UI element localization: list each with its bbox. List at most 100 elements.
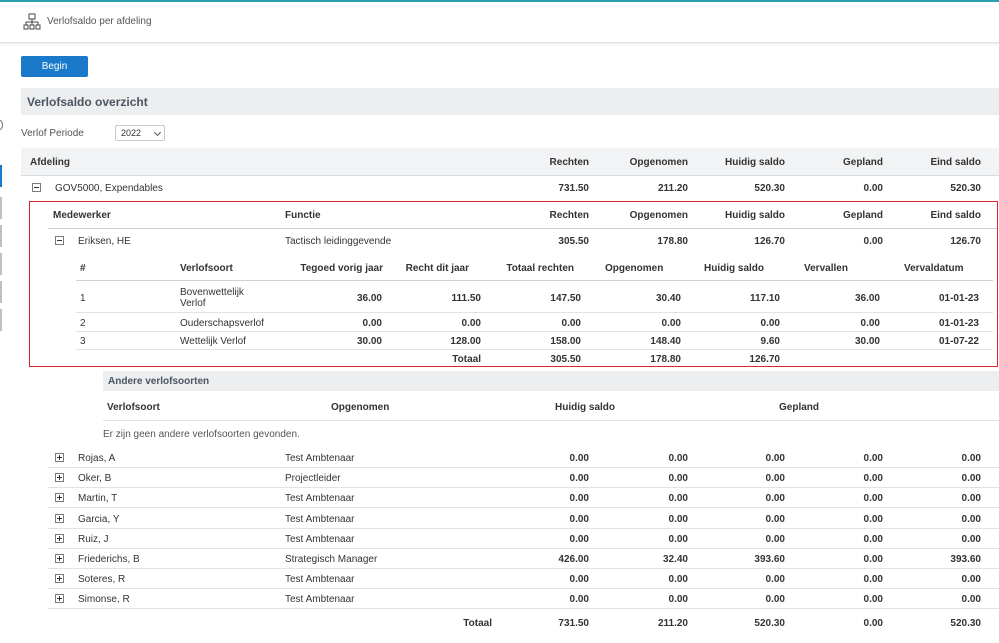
employee-huidig: 0.00 — [765, 533, 785, 545]
detail-huidig: 0.00 — [760, 318, 780, 329]
detail-nr: 3 — [80, 336, 86, 347]
divider — [48, 608, 999, 610]
expand-toggle-icon[interactable] — [55, 493, 64, 503]
employee-gepland: 0.00 — [863, 554, 883, 565]
emp-col-gepland: Gepland — [842, 210, 883, 221]
employee-rechten: 0.00 — [569, 493, 589, 505]
detail-tegoed: 0.00 — [362, 318, 382, 329]
rail-segment[interactable] — [0, 281, 2, 303]
employee-rechten: 0.00 — [569, 594, 589, 606]
employee-name[interactable]: Garcia, Y — [78, 513, 120, 525]
detail-opgenomen: 30.40 — [655, 293, 681, 304]
employee-name[interactable]: Simonse, R — [78, 594, 130, 606]
employee-name[interactable]: Soteres, R — [78, 574, 126, 586]
periode-select[interactable]: 2022 — [115, 125, 165, 141]
detail-total-opgenomen: 178.80 — [650, 354, 681, 365]
employee-functie: Strategisch Manager — [285, 554, 378, 565]
detail-totaal: 147.50 — [550, 293, 581, 304]
detail-vervallen: 30.00 — [854, 336, 880, 347]
main-table-header — [21, 148, 999, 176]
rail-segment[interactable] — [0, 225, 2, 247]
employee-name[interactable]: Rojas, A — [78, 453, 116, 464]
divider — [48, 228, 997, 229]
col-eind-saldo: Eind saldo — [930, 157, 981, 168]
andere-col-verlofsoort: Verlofsoort — [107, 402, 160, 413]
employee-gepland: 0.00 — [863, 493, 883, 505]
employee-functie: Test Ambtenaar — [285, 594, 355, 606]
col-huidig-saldo: Huidig saldo — [725, 157, 785, 168]
andere-empty-message: Er zijn geen andere verlofsoorten gevond… — [103, 429, 300, 440]
page-header: Verlofsaldo per afdeling — [0, 2, 999, 43]
header-shadow — [0, 43, 999, 46]
detail-opgenomen: 0.00 — [661, 318, 681, 329]
divider — [48, 527, 999, 529]
periode-label: Verlof Periode — [21, 128, 84, 139]
employee-huidig: 0.00 — [765, 594, 785, 606]
detail-totaal: 0.00 — [561, 318, 581, 329]
detail-tegoed: 30.00 — [356, 336, 382, 347]
employee-eind: 0.00 — [961, 493, 981, 505]
expand-toggle-icon[interactable] — [55, 594, 64, 604]
employee-huidig: 0.00 — [765, 453, 785, 464]
dept-gepland: 0.00 — [863, 183, 883, 194]
emp-col-opgenomen: Opgenomen — [629, 210, 688, 221]
employee-eind: 393.60 — [950, 554, 981, 565]
expand-toggle-icon[interactable] — [55, 574, 64, 584]
rail-segment[interactable] — [0, 197, 2, 219]
employee-name[interactable]: Friederichs, B — [78, 554, 140, 565]
detail-total-label: Totaal — [452, 354, 481, 365]
divider — [48, 568, 999, 569]
employee-functie: Test Ambtenaar — [285, 533, 355, 545]
employee-opgenomen: 32.40 — [662, 554, 688, 565]
expand-toggle-icon[interactable] — [55, 473, 64, 483]
detail-col-recht: Recht dit jaar — [405, 263, 469, 274]
detail-col-huidig: Huidig saldo — [704, 263, 764, 274]
employee-rechten: 0.00 — [569, 513, 589, 525]
employee-huidig: 0.00 — [765, 493, 785, 505]
collapse-toggle-icon[interactable] — [32, 183, 41, 192]
page-title: Verlofsaldo per afdeling — [47, 16, 152, 27]
expand-toggle-icon[interactable] — [55, 513, 64, 523]
begin-button[interactable]: Begin — [21, 56, 88, 77]
grand-total-label: Totaal — [463, 618, 492, 629]
rail-segment-active[interactable] — [0, 165, 2, 187]
rail-segment[interactable] — [0, 253, 2, 275]
expand-toggle-icon[interactable] — [55, 554, 64, 563]
employee-name[interactable]: Oker, B — [78, 473, 112, 485]
rail-segment[interactable] — [0, 309, 2, 331]
detail-nr: 1 — [80, 293, 86, 304]
dept-rechten: 731.50 — [558, 183, 589, 194]
detail-soort-line2: Verlof — [180, 298, 206, 309]
detail-huidig: 9.60 — [760, 336, 780, 347]
chevron-down-icon — [153, 128, 162, 137]
highlight-box — [29, 201, 998, 367]
employee-rechten: 0.00 — [569, 574, 589, 586]
detail-col-nr: # — [80, 263, 86, 274]
dept-eind: 520.30 — [950, 183, 981, 194]
detail-totaal: 158.00 — [550, 336, 581, 347]
employee-name[interactable]: Ruiz, J — [78, 533, 109, 545]
detail-total-huidig: 126.70 — [749, 354, 780, 365]
employee-eind: 0.00 — [961, 453, 981, 464]
employee-name[interactable]: Martin, T — [78, 493, 118, 505]
emp-eind: 126.70 — [950, 236, 981, 247]
emp-col-rechten: Rechten — [549, 210, 589, 221]
employee-eind: 0.00 — [961, 473, 981, 485]
employee-opgenomen: 0.00 — [668, 493, 688, 505]
expand-toggle-icon[interactable] — [55, 453, 64, 462]
department-name: GOV5000, Expendables — [55, 183, 163, 194]
section-title: Verlofsaldo overzicht — [27, 95, 148, 109]
dept-huidig: 520.30 — [754, 183, 785, 194]
expand-toggle-icon[interactable] — [55, 533, 64, 543]
employee-huidig: 393.60 — [754, 554, 785, 565]
employee-gepland: 0.00 — [863, 533, 883, 545]
employee-opgenomen: 0.00 — [668, 594, 688, 606]
employee-eind: 0.00 — [961, 513, 981, 525]
divider — [48, 487, 999, 489]
detail-vervallen: 36.00 — [854, 293, 880, 304]
detail-col-vervaldatum: Vervaldatum — [904, 263, 964, 274]
employee-functie: Test Ambtenaar — [285, 493, 355, 505]
detail-col-vervallen: Vervallen — [804, 263, 848, 274]
collapse-toggle-icon[interactable] — [55, 236, 64, 245]
divider — [103, 420, 999, 421]
